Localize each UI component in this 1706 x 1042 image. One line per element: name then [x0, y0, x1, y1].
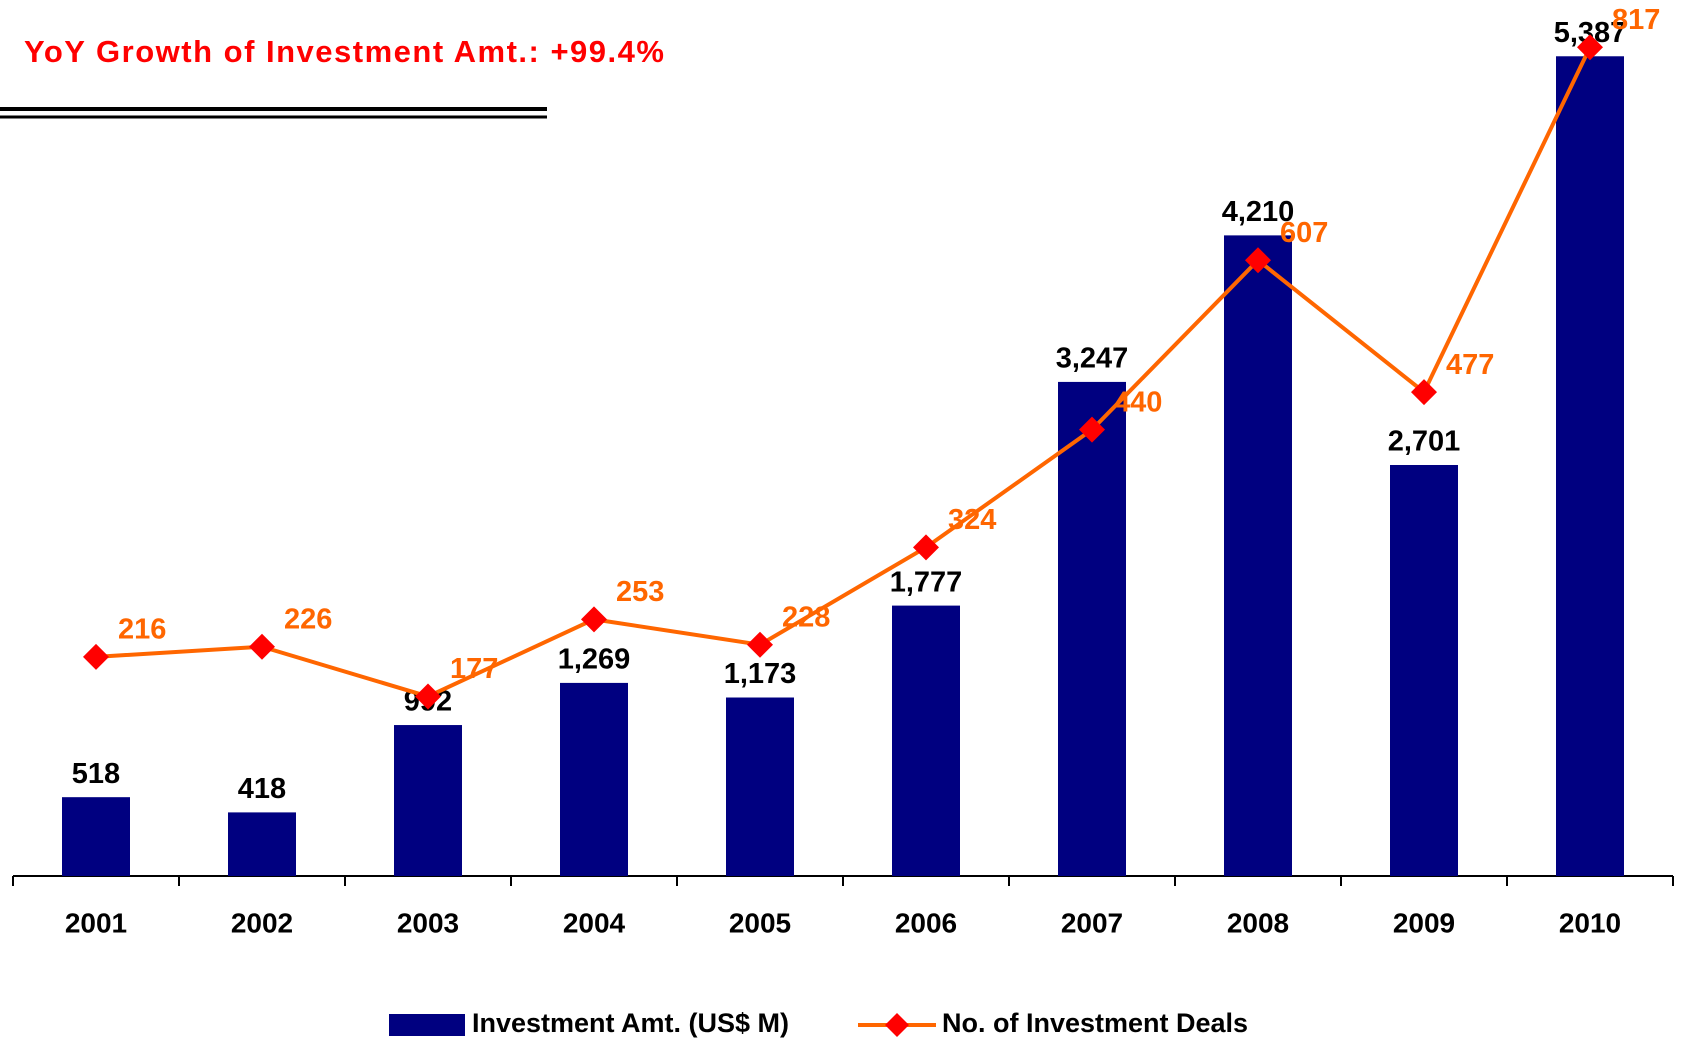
- x-tick-label: 2008: [1227, 907, 1289, 938]
- line-marker: [83, 644, 109, 670]
- bar: [1390, 465, 1458, 876]
- bar-value-label: 2,701: [1388, 426, 1461, 458]
- x-tick-label: 2002: [231, 907, 293, 938]
- x-tick-label: 2001: [65, 907, 127, 938]
- x-tick-label: 2006: [895, 907, 957, 938]
- legend-swatch: [885, 1013, 909, 1037]
- legend-swatch: [389, 1014, 465, 1036]
- chart-title: YoY Growth of Investment Amt.: +99.4%: [24, 34, 665, 69]
- x-tick-label: 2003: [397, 907, 459, 938]
- line-value-label: 324: [948, 504, 996, 536]
- bar-value-label: 3,247: [1056, 343, 1129, 375]
- line-value-label: 477: [1446, 349, 1494, 381]
- bar: [892, 606, 960, 876]
- bar: [228, 812, 296, 876]
- x-tick-label: 2009: [1393, 907, 1455, 938]
- bar-value-label: 518: [72, 758, 120, 790]
- bar-value-label: 418: [238, 773, 286, 805]
- line-value-label: 817: [1612, 4, 1660, 36]
- bar: [1556, 56, 1624, 876]
- line-marker: [249, 634, 275, 660]
- x-tick-label: 2005: [729, 907, 791, 938]
- bar: [394, 725, 462, 876]
- x-tick-label: 2004: [563, 907, 626, 938]
- line-marker: [581, 606, 607, 632]
- bar-value-label: 1,777: [890, 566, 963, 598]
- line-value-label: 216: [118, 614, 166, 646]
- line-value-label: 607: [1280, 217, 1328, 249]
- line-value-label: 440: [1114, 386, 1162, 418]
- x-tick-label: 2010: [1559, 907, 1621, 938]
- line-value-label: 228: [782, 601, 830, 633]
- chart: YoY Growth of Investment Amt.: +99.4% 20…: [0, 0, 1706, 1042]
- bar: [1224, 235, 1292, 876]
- line-value-label: 253: [616, 576, 664, 608]
- bar: [726, 698, 794, 876]
- line-marker: [913, 534, 939, 560]
- legend-label: No. of Investment Deals: [942, 1008, 1248, 1038]
- bar: [1058, 382, 1126, 876]
- bar: [62, 797, 130, 876]
- line-value-label: 177: [450, 653, 498, 685]
- line-marker: [747, 632, 773, 658]
- x-tick-label: 2007: [1061, 907, 1123, 938]
- line: [96, 47, 1590, 696]
- bar-value-label: 1,173: [724, 658, 797, 690]
- bar: [560, 683, 628, 876]
- line-value-label: 226: [284, 603, 332, 635]
- bar-value-label: 1,269: [558, 644, 631, 676]
- legend-label: Investment Amt. (US$ M): [472, 1008, 789, 1038]
